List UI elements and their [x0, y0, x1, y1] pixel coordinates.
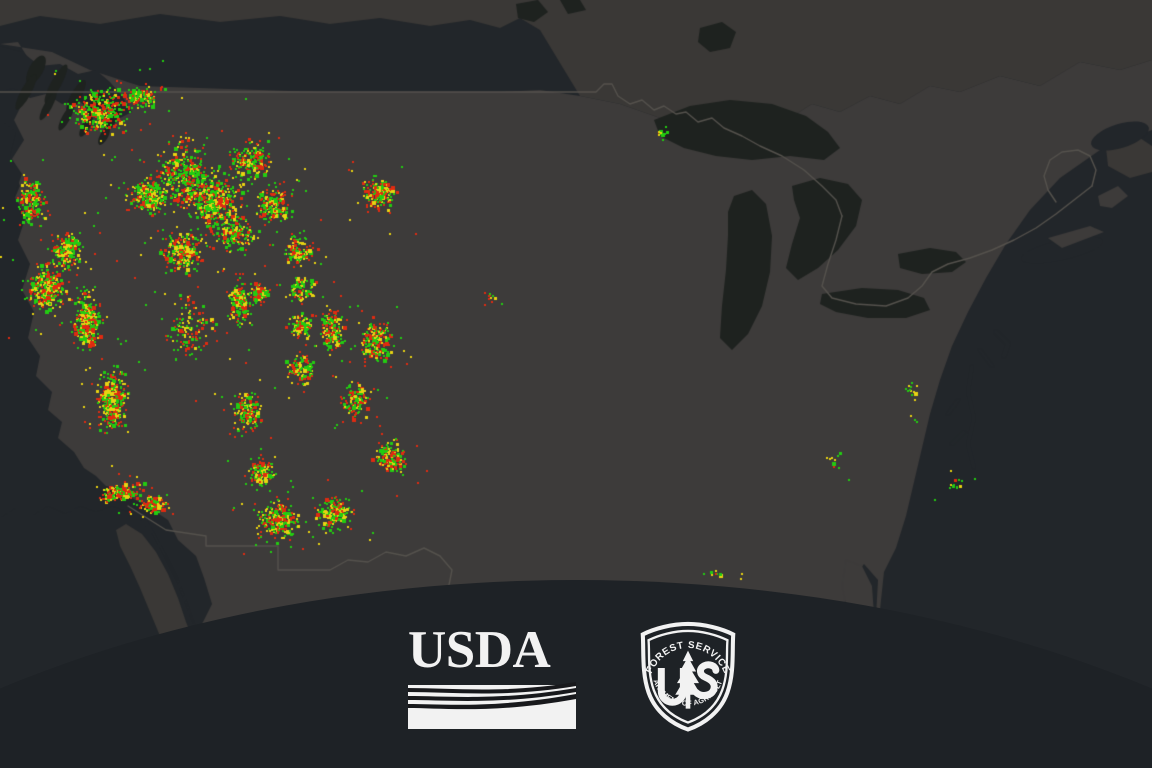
- usda-wordmark: USDA: [408, 621, 551, 679]
- usda-swoosh-icon: [408, 682, 576, 729]
- usda-logo: USDA United States Department of Agricul…: [406, 623, 578, 731]
- pine-tree-icon: [675, 650, 701, 709]
- forest-service-logo: FOREST SERVICE DEPARTMENT OF AGRICULTURE…: [627, 610, 747, 738]
- logo-bar: USDA United States Department of Agricul…: [0, 610, 1152, 742]
- forest-service-shield-icon: FOREST SERVICE DEPARTMENT OF AGRICULTURE: [627, 610, 736, 732]
- usda-logo-alt: United States Department of Agriculture: [406, 623, 407, 624]
- usda-field-graphic: [408, 679, 576, 729]
- forest-service-logo-alt: USDA Forest Service: [746, 617, 747, 618]
